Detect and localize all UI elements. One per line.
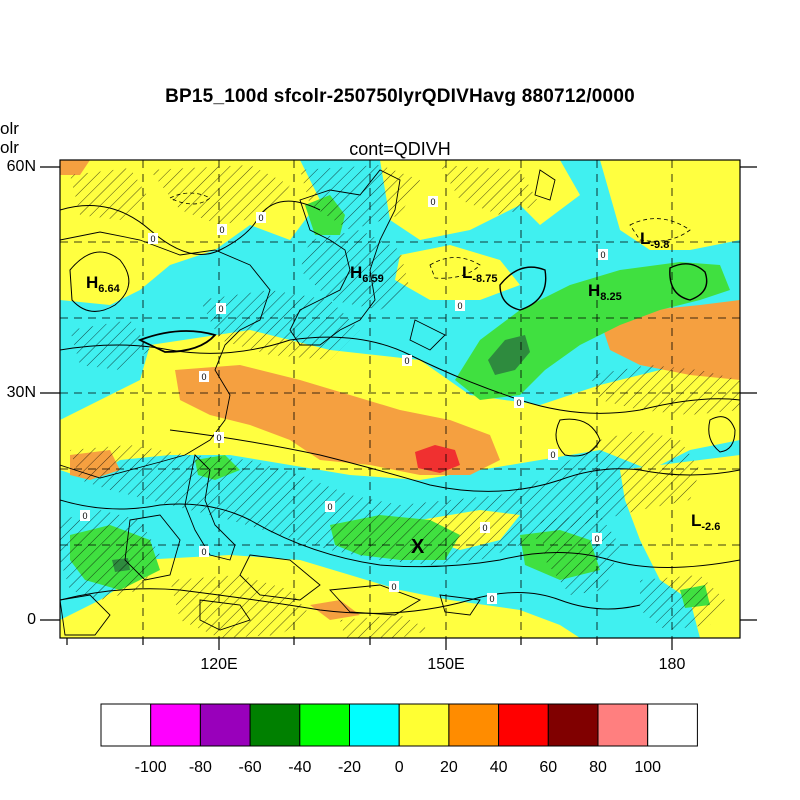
high-marker: H6.64 (86, 273, 121, 295)
contour-label: 0 (217, 224, 227, 235)
contour-lines (60, 200, 740, 614)
map-field (60, 160, 740, 638)
contour-label: 0 (80, 510, 90, 521)
svg-text:0: 0 (489, 594, 494, 604)
colorbar-tick-label: 20 (439, 759, 458, 776)
svg-text:0: 0 (201, 372, 206, 382)
low-marker: L-2.6 (691, 511, 720, 533)
colorbar-box (448, 703, 500, 747)
colorbar-box (547, 703, 599, 747)
svg-text:0: 0 (457, 301, 462, 311)
grid-lines (60, 160, 740, 638)
svg-text:0: 0 (82, 511, 87, 521)
axis-ticks (40, 166, 757, 650)
field-dark-green-region (488, 335, 530, 375)
svg-text:0: 0 (550, 450, 555, 460)
contour-label: 0 (480, 522, 490, 533)
svg-text:0: 0 (219, 225, 224, 235)
contour-label: 0 (402, 355, 412, 366)
low-marker: L-8.75 (462, 263, 497, 285)
svg-text:0: 0 (201, 547, 206, 557)
contour-label: 0 (148, 233, 158, 244)
colorbar-box (150, 703, 201, 747)
contour-label: 0 (592, 533, 602, 544)
lat-label-30n: 30N (6, 384, 36, 401)
colorbar-tick-label: 40 (489, 759, 508, 776)
contour-label: 0 (487, 593, 497, 604)
contour-label: 0 (548, 449, 558, 460)
colorbar-tick-label: -20 (337, 759, 362, 776)
plot-subtitle: cont=QDIVH (349, 139, 451, 159)
svg-text:0: 0 (430, 197, 435, 207)
contour-label: 0 (598, 249, 608, 260)
colorbar-tick-label: 60 (539, 759, 558, 776)
contour-label: 0 (199, 371, 209, 382)
svg-text:0: 0 (258, 213, 263, 223)
high-marker: H6.59 (350, 263, 384, 285)
colorbar-box (398, 703, 450, 747)
field-yellow-region (395, 245, 520, 300)
contour-label: 0 (389, 581, 399, 592)
colorbar-box (349, 703, 400, 747)
contour-label: 0 (214, 432, 224, 443)
left-label-fragment-2: olr (0, 138, 19, 157)
svg-text:0: 0 (404, 356, 409, 366)
svg-text:0: 0 (600, 250, 605, 260)
contour-label: 0 (256, 212, 266, 223)
pressure-markers: H6.64 H6.59 L-8.75 L-9.8 H8.25 L-2.6 X (86, 229, 720, 558)
svg-text:0: 0 (150, 234, 155, 244)
colorbar-tick-label: 100 (634, 759, 662, 776)
high-marker: H8.25 (588, 281, 622, 303)
lat-label-60n: 60N (6, 158, 36, 175)
colorbar-tick-label: -80 (188, 759, 212, 776)
field-orange-region (310, 600, 360, 620)
colorbar-box (299, 703, 350, 747)
colorbar-box (199, 703, 251, 747)
colorbar-tick-label: -100 (134, 759, 167, 776)
field-orange-region (60, 160, 90, 175)
colorbar-box (249, 703, 301, 747)
lon-label-150e: 150E (427, 656, 465, 673)
contour-labels: 0 0 0 0 0 0 0 0 0 0 0 0 0 0 0 0 0 0 0 (80, 196, 608, 604)
svg-text:0: 0 (482, 523, 487, 533)
colorbar-tick-label: 0 (394, 759, 404, 776)
colorbar-tick-label: -40 (288, 759, 312, 776)
map-frame (59, 159, 741, 639)
colorbar-box (597, 703, 649, 747)
field-orange-region (175, 365, 500, 475)
contour-label: 0 (216, 303, 226, 314)
colorbar-box (647, 703, 698, 747)
lat-label-0: 0 (27, 611, 36, 628)
svg-text:0: 0 (594, 534, 599, 544)
field-yellow-region (600, 160, 740, 250)
lon-label-120e: 120E (200, 656, 238, 673)
contour-label: 0 (325, 501, 335, 512)
field-green-region (455, 262, 730, 400)
svg-text:0: 0 (391, 582, 396, 592)
field-orange-region (600, 300, 740, 380)
left-label-fragment-1: olr (0, 119, 19, 138)
low-marker: L-9.8 (640, 229, 669, 251)
svg-text:0: 0 (218, 304, 223, 314)
colorbar-tick-label: 80 (589, 759, 607, 776)
contour-label: 0 (199, 546, 209, 557)
contour-label: 0 (514, 397, 524, 408)
colorbar-box (498, 703, 549, 747)
field-red-region (415, 445, 460, 473)
colorbar-tick-label: -60 (238, 759, 262, 776)
x-marker: X (411, 536, 425, 558)
contour-label: 0 (455, 300, 465, 311)
colorbar-box (100, 703, 152, 747)
svg-text:0: 0 (516, 398, 521, 408)
lon-label-180: 180 (658, 656, 686, 673)
svg-text:0: 0 (327, 502, 332, 512)
svg-text:0: 0 (216, 433, 221, 443)
contour-label: 0 (428, 196, 438, 207)
plot-title: BP15_100d sfcolr-250750lyrQDIVHavg 88071… (165, 86, 635, 107)
